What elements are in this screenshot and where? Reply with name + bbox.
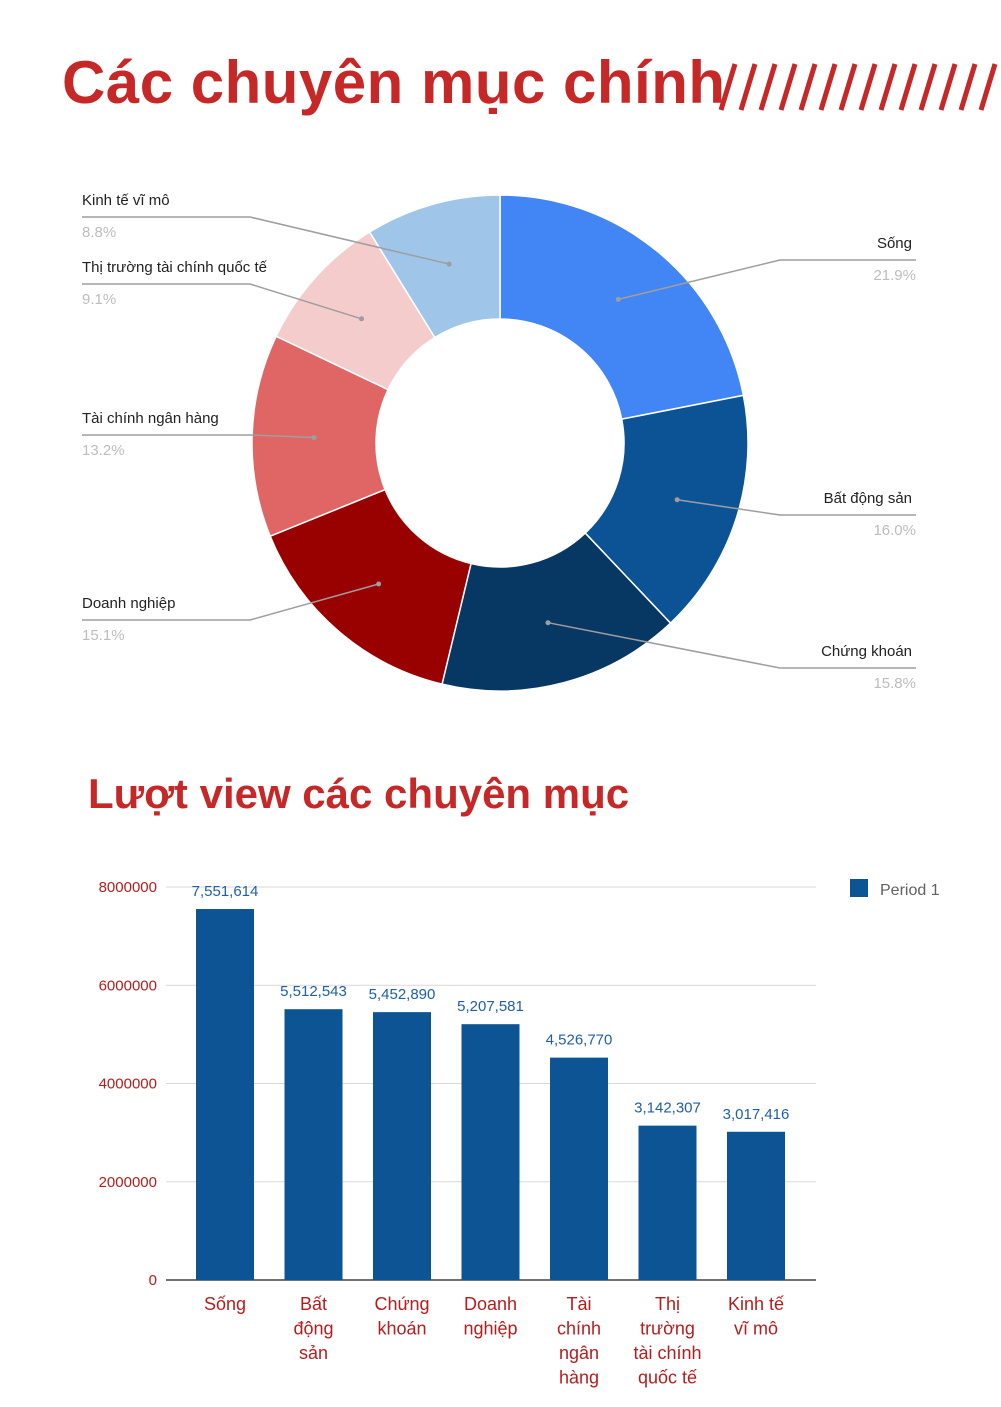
slash-mark: [938, 63, 958, 111]
bar: [284, 1009, 343, 1280]
y-tick-label: 6000000: [99, 977, 157, 994]
bar-value-label: 3,142,307: [634, 1100, 701, 1117]
slash-mark: [878, 63, 898, 111]
x-tick-label: ngân: [559, 1343, 599, 1363]
page-title: Các chuyên mục chính: [62, 49, 726, 116]
slash-mark: [858, 63, 878, 111]
slash-mark: [838, 63, 858, 111]
slice-label: Kinh tế vĩ mô: [82, 192, 170, 209]
x-tick-label: động: [293, 1319, 333, 1339]
legend-label: Period 1: [880, 882, 940, 899]
y-tick-label: 4000000: [99, 1076, 157, 1093]
bar: [638, 1125, 697, 1280]
x-tick-label: Doanh: [464, 1294, 517, 1314]
slice-label: Sống: [877, 235, 912, 252]
x-tick-label: Tài: [566, 1294, 591, 1314]
leader-dot: [359, 316, 365, 322]
x-tick-label: sản: [299, 1343, 328, 1363]
bar: [196, 909, 254, 1280]
leader-dot: [615, 296, 621, 302]
leader-dot: [311, 434, 317, 440]
leader-dot: [376, 581, 382, 587]
leader-line: [82, 283, 362, 320]
x-tick-label: nghiệp: [463, 1319, 517, 1339]
bar-chart: 0 2000000 4000000 6000000 8000000 7,551,614 Số…: [99, 879, 940, 1388]
leader-line: [547, 621, 916, 669]
bar-value-label: 3,017,416: [723, 1106, 790, 1123]
x-tick-label: Bất: [300, 1294, 327, 1314]
x-tick-label: Chứng: [374, 1294, 429, 1314]
leader-line: [82, 583, 379, 621]
x-tick-label: Kinh tế: [728, 1294, 784, 1314]
slice-label: Doanh nghiệp: [82, 595, 175, 612]
leader-dot: [674, 497, 680, 503]
x-tick-label: hàng: [559, 1368, 599, 1388]
leader-dot: [446, 261, 452, 267]
bar-value-label: 4,526,770: [546, 1032, 613, 1049]
x-tick-label: Sống: [204, 1294, 246, 1314]
donut-chart: Sống 21.9% Bất động sản 16.0% Chứng khoán 15.…: [82, 192, 916, 692]
y-tick-label: 8000000: [99, 879, 157, 896]
leader-dot: [545, 620, 551, 626]
slice-value: 21.9%: [873, 267, 916, 284]
slice-label: Tài chính ngân hàng: [82, 410, 219, 427]
donut-slice: [368, 194, 501, 339]
bar-value-label: 5,512,543: [280, 983, 347, 1000]
legend-swatch: [850, 879, 868, 897]
leader-line: [82, 434, 315, 439]
donut-slice: [441, 532, 672, 692]
x-tick-label: vĩ mô: [734, 1319, 778, 1339]
slice-value: 9.1%: [82, 291, 116, 308]
x-tick-label: tài chính: [633, 1343, 701, 1363]
slash-mark: [918, 63, 938, 111]
bar: [461, 1024, 520, 1280]
leader-line: [82, 216, 450, 265]
donut-slice: [499, 194, 745, 421]
leader-line: [618, 259, 916, 301]
bar-value-label: 5,207,581: [457, 998, 524, 1015]
slash-decoration-graphic: [718, 63, 998, 111]
slash-mark: [718, 63, 738, 111]
x-tick-label: khoán: [377, 1319, 426, 1339]
slash-mark: [798, 63, 818, 111]
slice-value: 16.0%: [873, 522, 916, 539]
x-tick-label: quốc tế: [638, 1368, 697, 1388]
slice-label: Thị trường tài chính quốc tế: [82, 259, 268, 276]
leader-line: [677, 498, 916, 516]
bar: [727, 1131, 785, 1280]
section-title-views: Lượt view các chuyên mục: [88, 770, 630, 817]
slice-value: 15.1%: [82, 627, 125, 644]
bar-value-label: 5,452,890: [369, 986, 436, 1003]
slice-value: 8.8%: [82, 224, 116, 241]
slash-mark: [978, 63, 998, 111]
slash-mark: [758, 63, 778, 111]
slash-mark: [818, 63, 838, 111]
bar: [550, 1057, 608, 1280]
x-tick-label: trường: [640, 1319, 695, 1339]
donut-slice: [584, 394, 749, 625]
x-tick-label: chính: [557, 1319, 601, 1339]
slash-mark: [958, 63, 978, 111]
slash-mark: [898, 63, 918, 111]
slash-mark: [778, 63, 798, 111]
bar-value-label: 7,551,614: [192, 883, 259, 900]
bar: [373, 1012, 431, 1280]
x-tick-label: Thị: [655, 1294, 680, 1314]
slice-label: Chứng khoán: [821, 643, 912, 660]
y-tick-label: 2000000: [99, 1174, 157, 1191]
slash-mark: [738, 63, 758, 111]
slash-decoration: [715, 58, 1001, 116]
slice-label: Bất động sản: [824, 490, 912, 507]
y-tick-label: 0: [149, 1272, 157, 1289]
slice-value: 15.8%: [873, 675, 916, 692]
slice-value: 13.2%: [82, 442, 125, 459]
